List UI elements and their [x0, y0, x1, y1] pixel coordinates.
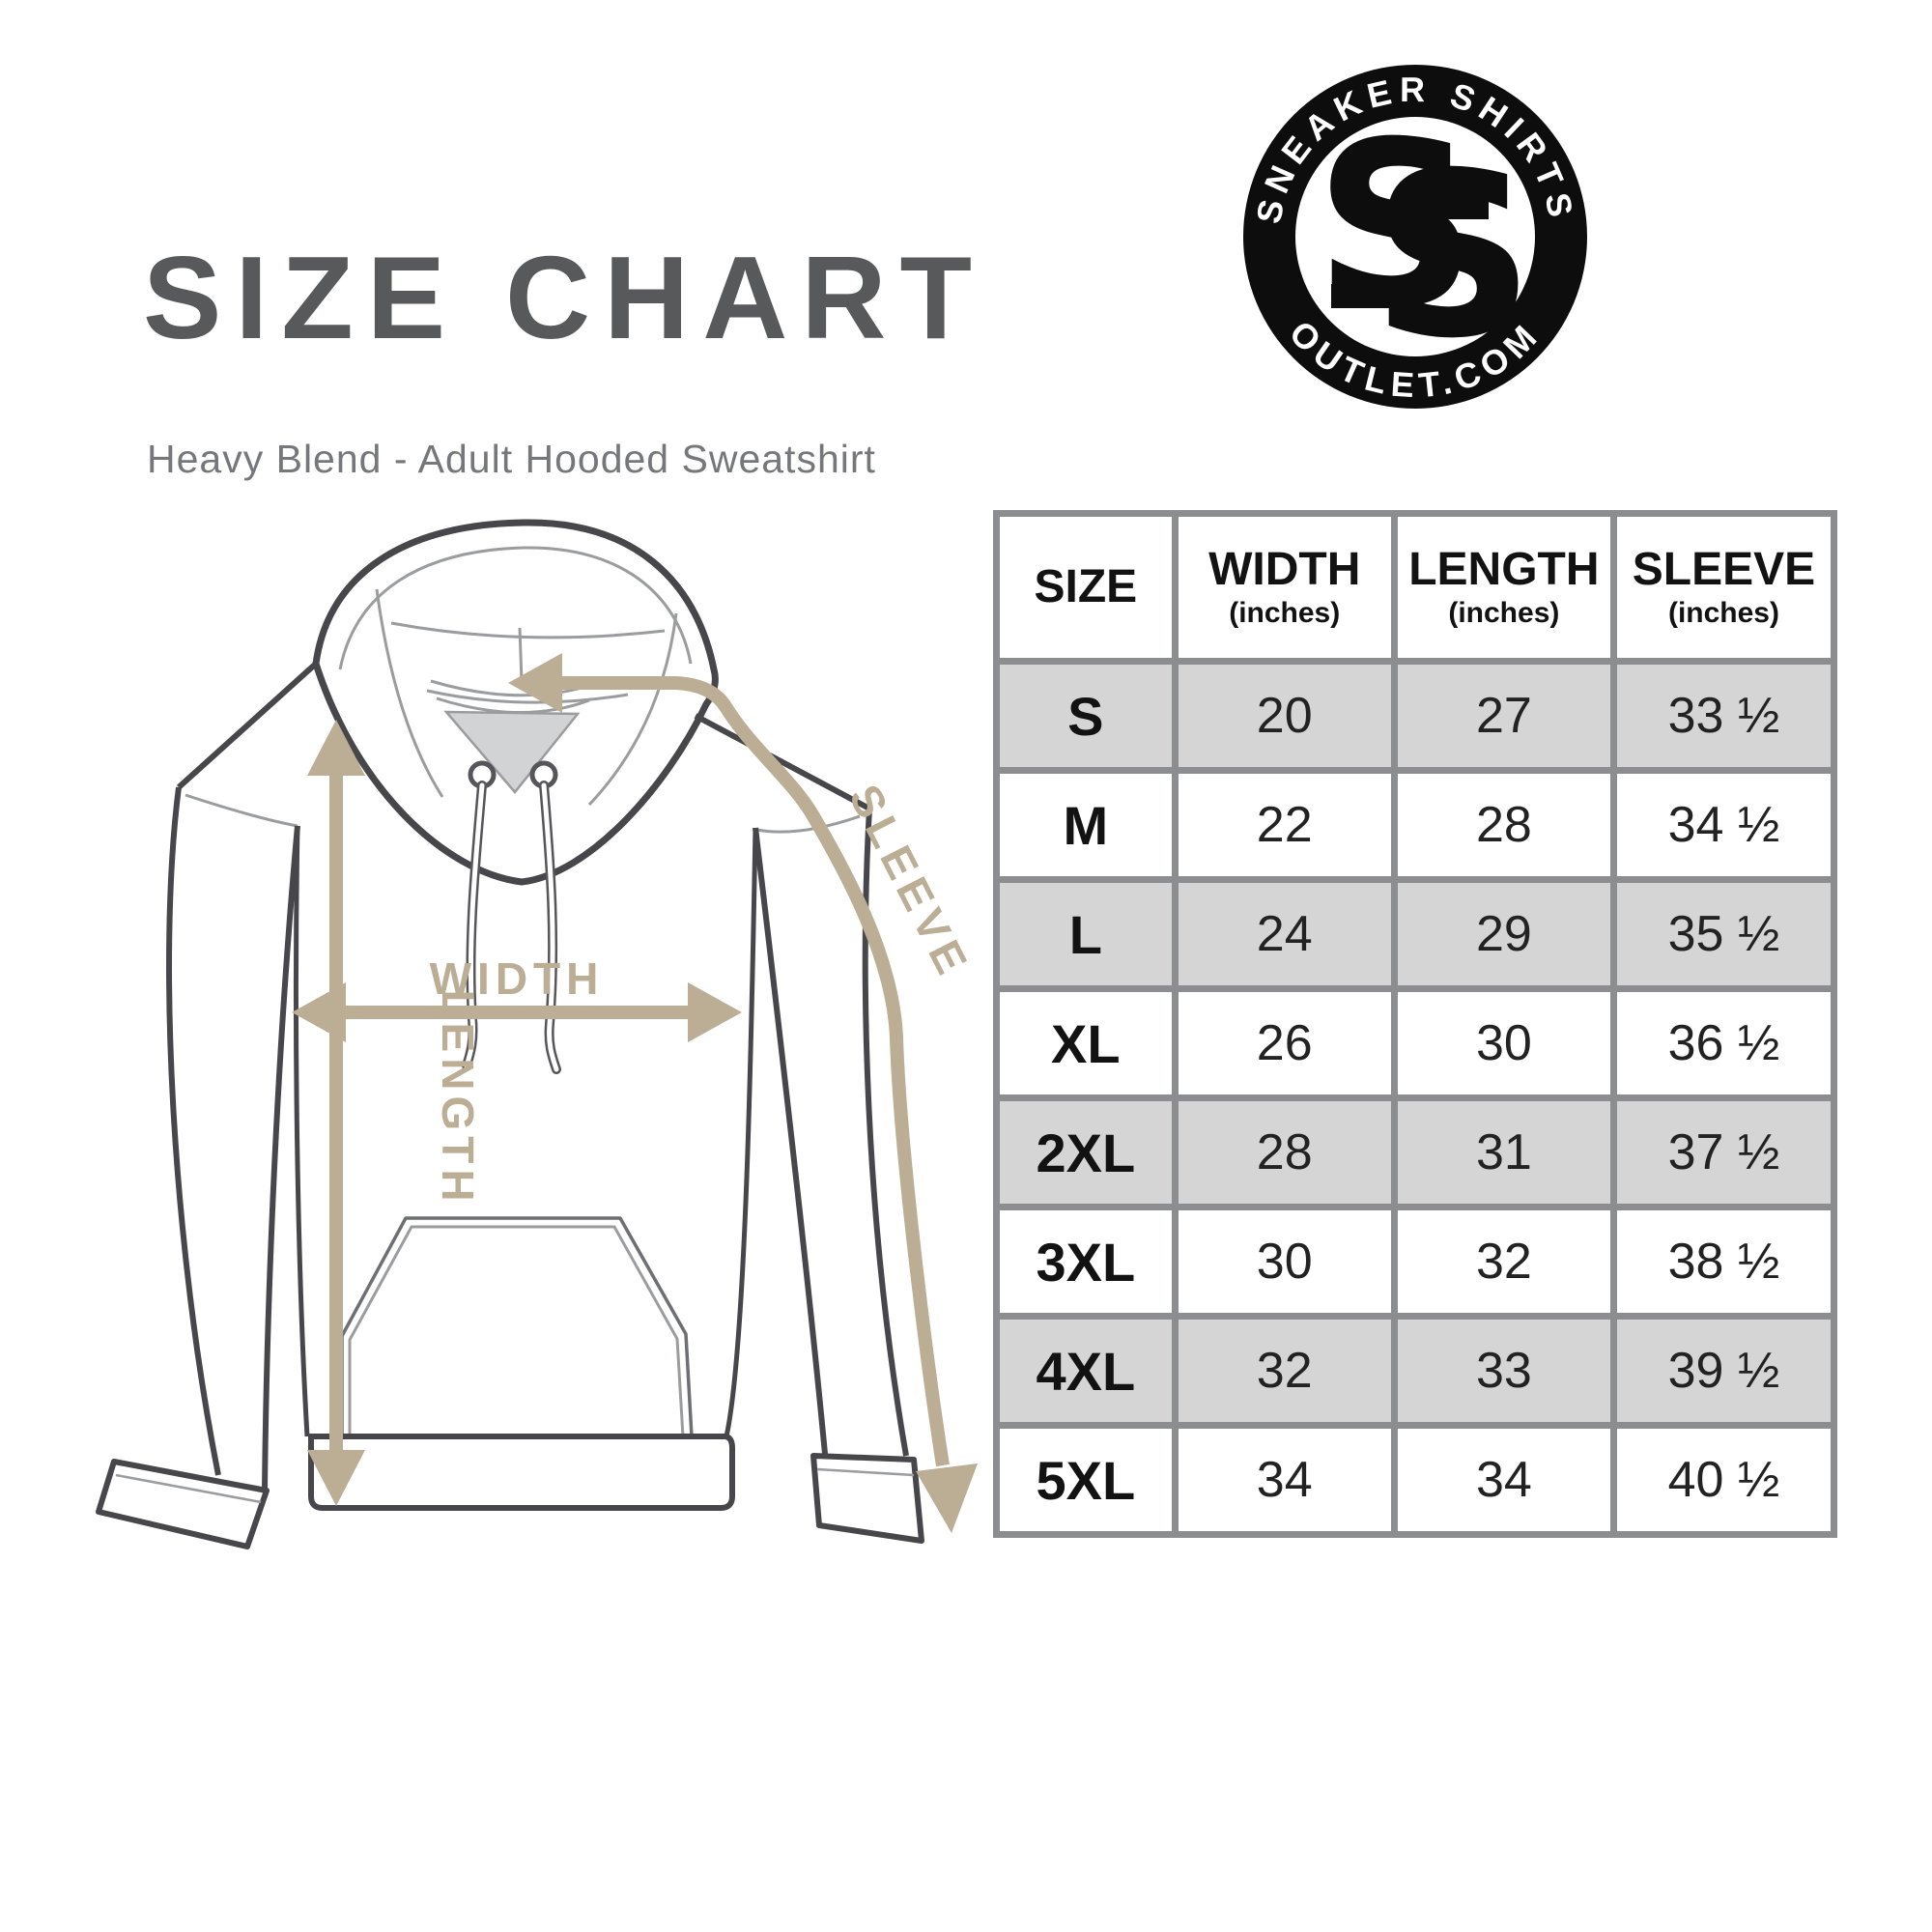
right-cuff: [810, 1453, 924, 1544]
hoodie-diagram: WIDTH LENGTH SLEEVE: [96, 519, 980, 1549]
sleeve-cell: 37 ½: [1609, 1094, 1838, 1210]
svg-text:S: S: [1314, 94, 1477, 357]
length-cell: 27: [1390, 658, 1617, 774]
table-row-3xl: 3XL 30 32 38 ½: [993, 1204, 1838, 1320]
pocket-stitch-line: [348, 1225, 685, 1437]
size-cell: 2XL: [993, 1094, 1179, 1210]
width-cell: 30: [1171, 1204, 1398, 1320]
sleeve-label: SLEEVE: [839, 777, 980, 986]
length-cell: 28: [1390, 767, 1617, 883]
size-cell: 5XL: [993, 1422, 1179, 1538]
brand-logo: SNEAKER SHIRTS OUTLET.COM S S: [1243, 65, 1587, 409]
length-cell: 33: [1390, 1313, 1617, 1429]
width-cell: 26: [1171, 985, 1398, 1101]
monogram-lower-bar: [1331, 284, 1412, 308]
width-cell: 22: [1171, 767, 1398, 883]
svg-text:S: S: [1371, 125, 1534, 388]
waistband: [308, 1434, 735, 1511]
size-cell: L: [993, 876, 1179, 992]
body-right-seam: [724, 827, 758, 1437]
length-arrow: [307, 720, 365, 1506]
length-cell: 34: [1390, 1422, 1617, 1538]
table-row-l: L 24 29 35 ½: [993, 876, 1838, 992]
col-header-length: LENGTH (inches): [1390, 510, 1617, 665]
page-subtitle: Heavy Blend - Adult Hooded Sweatshirt: [147, 437, 876, 481]
width-cell: 34: [1171, 1422, 1398, 1538]
size-cell: 4XL: [993, 1313, 1179, 1429]
width-cell: 24: [1171, 876, 1398, 992]
drawstrings: [462, 760, 561, 1074]
body-left-seam: [293, 825, 310, 1437]
logo-ss-monogram: S S: [1314, 94, 1534, 388]
length-cell: 32: [1390, 1204, 1617, 1320]
table-row-m: M 22 28 34 ½: [993, 767, 1838, 883]
length-cell: 29: [1390, 876, 1617, 992]
sleeve-cell: 39 ½: [1609, 1313, 1838, 1429]
left-sleeve: [166, 786, 300, 1493]
sleeve-cell: 36 ½: [1609, 985, 1838, 1101]
size-table: SIZE WIDTH (inches) LENGTH (inches) SLEE…: [993, 510, 1838, 1538]
col-header-sleeve: SLEEVE (inches): [1609, 510, 1838, 665]
sleeve-cell: 40 ½: [1609, 1422, 1838, 1538]
right-armhole-seam: [756, 814, 861, 834]
sleeve-cell: 33 ½: [1609, 658, 1838, 774]
sleeve-cell: 38 ½: [1609, 1204, 1838, 1320]
sleeve-cell: 34 ½: [1609, 767, 1838, 883]
table-row-xl: XL 26 30 36 ½: [993, 985, 1838, 1101]
length-label: LENGTH: [433, 989, 483, 1207]
sleeve-cell: 35 ½: [1609, 876, 1838, 992]
right-shoulder: [694, 713, 871, 811]
width-cell: 28: [1171, 1094, 1398, 1210]
kangaroo-pocket: [340, 1216, 694, 1438]
collar-triangle: [443, 710, 581, 794]
length-cell: 31: [1390, 1094, 1617, 1210]
size-table-header-row: SIZE WIDTH (inches) LENGTH (inches) SLEE…: [993, 510, 1838, 665]
size-cell: 3XL: [993, 1204, 1179, 1320]
table-row-4xl: 4XL 32 33 39 ½: [993, 1313, 1838, 1429]
right-sleeve: [753, 808, 909, 1457]
width-cell: 32: [1171, 1313, 1398, 1429]
table-row-2xl: 2XL 28 31 37 ½: [993, 1094, 1838, 1210]
size-cell: M: [993, 767, 1179, 883]
left-cuff: [96, 1459, 270, 1549]
table-row-5xl: 5XL 34 34 40 ½: [993, 1422, 1838, 1538]
length-cell: 30: [1390, 985, 1617, 1101]
left-armhole-seam: [185, 793, 298, 828]
col-header-width: WIDTH (inches): [1171, 510, 1398, 665]
col-header-size: SIZE: [993, 510, 1179, 665]
page-title: SIZE CHART: [143, 232, 985, 363]
width-cell: 20: [1171, 658, 1398, 774]
size-cell: XL: [993, 985, 1179, 1101]
monogram-upper-bar: [1409, 195, 1489, 219]
table-row-s: S 20 27 33 ½: [993, 658, 1838, 774]
left-shoulder: [176, 661, 319, 790]
width-label: WIDTH: [430, 953, 605, 1004]
sleeve-arrow: [508, 653, 978, 1533]
size-cell: S: [993, 658, 1179, 774]
